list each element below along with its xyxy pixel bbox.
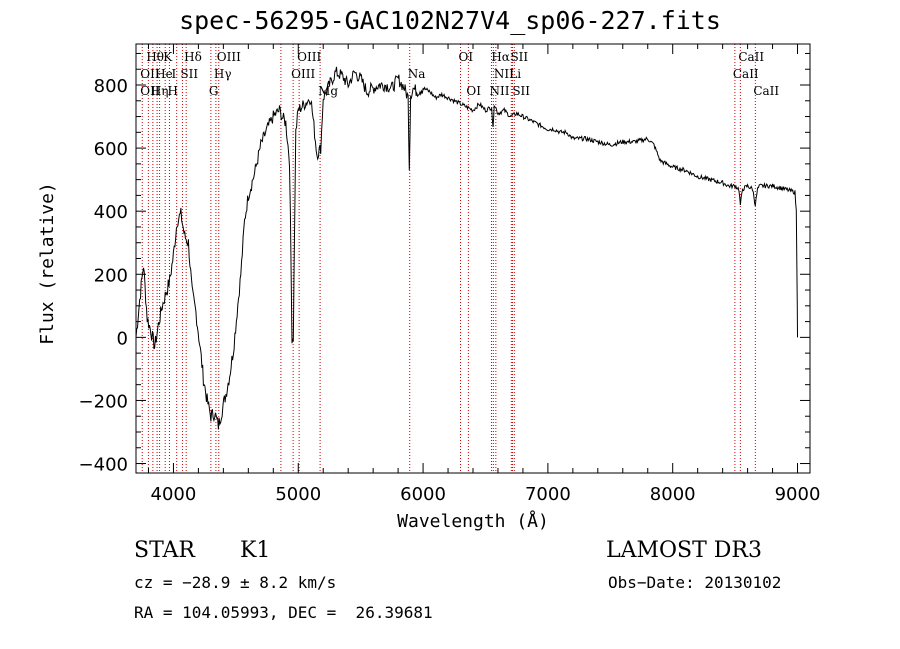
y-tick-label-6: 800 — [94, 76, 128, 97]
y-tick-label-0: −400 — [79, 455, 128, 476]
spectrum-line — [135, 66, 798, 430]
line-label-24: OI — [466, 84, 481, 98]
line-label-14: OIII — [291, 67, 315, 81]
line-label-0: Hθ — [146, 50, 164, 64]
line-label-23: Mg — [318, 84, 338, 98]
line-label-18: CaII — [733, 67, 759, 81]
y-axis-label: Flux (relative) — [37, 182, 58, 345]
line-label-11: I — [171, 67, 176, 81]
y-tick-label-3: 200 — [94, 265, 128, 286]
x-tick-label-4: 8000 — [650, 484, 696, 505]
line-label-13: Hγ — [214, 67, 232, 81]
line-label-27: CaII — [753, 84, 779, 98]
chart-title: spec-56295-GAC102N27V4_sp06-227.fits — [179, 6, 721, 35]
line-label-5: OI — [459, 50, 474, 64]
plot-frame — [135, 43, 811, 474]
redshift-cz: cz = −28.9 ± 8.2 km/s — [134, 573, 337, 592]
y-tick-label-4: 400 — [94, 202, 128, 223]
coordinates: RA = 104.05993, DEC = 26.39681 — [134, 603, 433, 622]
line-label-22: G — [209, 84, 219, 98]
line-label-25: NII — [489, 84, 509, 98]
y-tick-label-5: 600 — [94, 139, 128, 160]
line-label-17: Li — [509, 67, 521, 81]
line-label-10: He — [155, 67, 173, 81]
line-label-15: Na — [408, 67, 426, 81]
line-label-9: OII — [140, 67, 160, 81]
x-tick-label-1: 5000 — [275, 484, 321, 505]
line-label-19: OII — [140, 84, 160, 98]
line-label-7: SII — [510, 50, 528, 64]
line-label-21: H — [167, 84, 177, 98]
line-label-26: SII — [512, 84, 530, 98]
survey-name: LAMOST DR3 — [606, 538, 762, 563]
line-label-16: NII — [494, 67, 514, 81]
y-tick-label-1: −200 — [79, 391, 128, 412]
line-label-4: OIII — [297, 50, 321, 64]
line-label-1: K — [163, 50, 173, 64]
observation-date: Obs−Date: 20130102 — [608, 573, 782, 592]
line-label-2: Hδ — [184, 50, 202, 64]
object-class: STAR — [134, 538, 195, 563]
y-tick-label-2: 0 — [117, 328, 128, 349]
object-subclass: K1 — [240, 538, 271, 563]
line-label-3: OIII — [217, 50, 241, 64]
x-tick-label-3: 7000 — [525, 484, 571, 505]
x-tick-label-0: 4000 — [151, 484, 197, 505]
x-tick-label-2: 6000 — [400, 484, 446, 505]
line-label-20: Hη — [151, 84, 169, 98]
x-axis-label: Wavelength (Å) — [397, 510, 549, 532]
line-label-12: SII — [180, 67, 198, 81]
line-label-6: Hα — [491, 50, 510, 64]
x-tick-label-5: 9000 — [775, 484, 821, 505]
line-label-8: CaII — [738, 50, 764, 64]
